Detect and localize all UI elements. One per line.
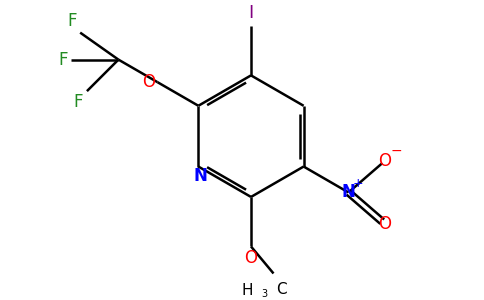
Text: F: F: [74, 93, 83, 111]
Text: N: N: [194, 167, 208, 185]
Text: F: F: [58, 51, 68, 69]
Text: N: N: [342, 183, 355, 201]
Text: F: F: [67, 12, 76, 30]
Text: O: O: [142, 73, 155, 91]
Text: −: −: [391, 144, 403, 158]
Text: O: O: [378, 152, 391, 170]
Text: 3: 3: [261, 289, 267, 299]
Text: +: +: [352, 177, 363, 190]
Text: O: O: [244, 249, 257, 267]
Text: O: O: [378, 214, 391, 232]
Text: C: C: [276, 282, 287, 297]
Text: I: I: [248, 4, 254, 22]
Text: H: H: [242, 284, 253, 298]
